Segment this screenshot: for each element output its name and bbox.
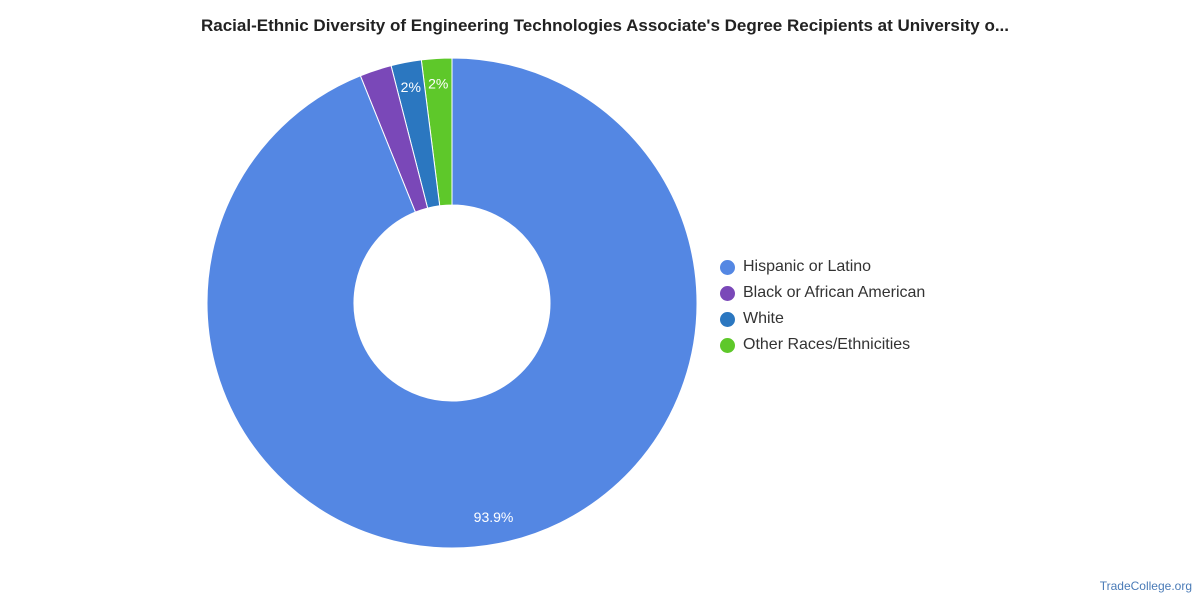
legend-item-other[interactable]: Other Races/Ethnicities: [720, 332, 925, 358]
legend-swatch-white: [720, 311, 735, 327]
data-label: 2%: [401, 79, 421, 95]
legend-label: Other Races/Ethnicities: [743, 336, 911, 353]
site-credit[interactable]: TradeCollege.org: [1099, 579, 1192, 593]
legend-swatch-hispanic: [720, 259, 735, 275]
legend-swatch-other: [720, 337, 735, 353]
data-label: 93.9%: [474, 509, 514, 525]
data-label: 2%: [428, 75, 448, 91]
legend-label: Hispanic or Latino: [743, 258, 872, 275]
chart-legend: Hispanic or Latino Black or African Amer…: [720, 254, 925, 358]
legend-label: Black or African American: [743, 284, 926, 301]
legend-label: White: [743, 310, 784, 327]
legend-item-white[interactable]: White: [720, 306, 925, 332]
legend-item-hispanic[interactable]: Hispanic or Latino: [720, 254, 925, 280]
chart-title: Racial-Ethnic Diversity of Engineering T…: [201, 16, 1009, 35]
slice-hispanic-or-latino[interactable]: [206, 57, 698, 549]
legend-swatch-black: [720, 285, 735, 301]
legend-item-black[interactable]: Black or African American: [720, 280, 925, 306]
